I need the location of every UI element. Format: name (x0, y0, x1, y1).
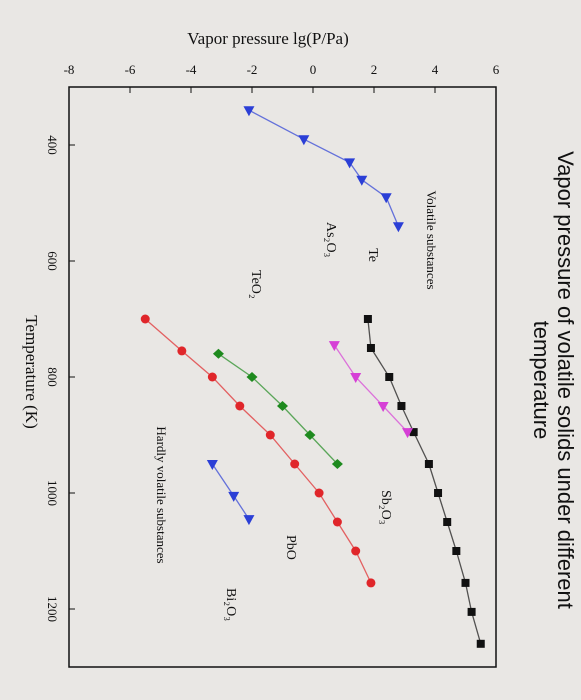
marker (177, 346, 187, 356)
y-tick-label: -2 (247, 62, 258, 77)
marker (235, 401, 245, 411)
marker (212, 348, 224, 359)
marker (332, 517, 342, 527)
marker (243, 515, 255, 526)
marker (467, 607, 476, 616)
x-tick-label: 1200 (45, 596, 60, 622)
marker (140, 314, 150, 324)
marker (424, 460, 433, 468)
series-label: PbO (283, 535, 298, 560)
y-axis-label: Vapor pressure lg(P/Pa) (187, 29, 348, 48)
marker (366, 578, 376, 588)
marker (452, 547, 461, 555)
marker (434, 489, 443, 497)
marker (397, 402, 406, 410)
marker (344, 158, 356, 169)
series-label: TeO₂ (248, 270, 263, 299)
y-tick-label: -6 (125, 62, 136, 77)
marker (363, 315, 372, 323)
series-label: Bi₂O₃ (223, 588, 238, 621)
marker (351, 546, 361, 556)
marker (304, 430, 316, 440)
marker (350, 373, 362, 383)
marker (461, 578, 470, 587)
marker (265, 430, 275, 440)
x-axis-label: Temperature (K) (22, 315, 41, 429)
marker (380, 193, 392, 204)
marker (356, 175, 368, 186)
series-line (248, 109, 399, 227)
marker (402, 428, 414, 439)
x-tick-label: 1000 (45, 480, 60, 506)
annotation: Volatile substances (424, 190, 439, 289)
marker (366, 344, 375, 352)
marker (314, 488, 324, 498)
series-line (218, 353, 338, 465)
series-label: Te (365, 248, 380, 262)
y-tick-label: 6 (493, 62, 500, 77)
x-tick-label: 400 (45, 135, 60, 155)
series-line (333, 344, 409, 433)
x-tick-label: 600 (45, 251, 60, 271)
marker (476, 639, 485, 648)
annotation: Hardly volatile substances (154, 426, 169, 563)
marker (290, 459, 300, 469)
series-label: As₂O₃ (323, 222, 338, 258)
marker (228, 491, 240, 502)
x-tick-label: 800 (45, 367, 60, 387)
marker (443, 518, 452, 526)
series-line (144, 318, 372, 584)
marker (385, 373, 394, 381)
marker (207, 372, 217, 382)
series-label: Sb₂O₃ (378, 490, 393, 525)
marker (277, 401, 288, 411)
marker (328, 341, 340, 352)
marker (246, 372, 258, 382)
marker (298, 135, 310, 146)
y-tick-label: 4 (432, 62, 439, 77)
y-tick-label: -8 (64, 62, 75, 77)
y-tick-label: 0 (310, 62, 317, 77)
y-tick-label: 2 (371, 62, 378, 77)
marker (206, 460, 218, 470)
plot-frame (68, 86, 497, 668)
marker (377, 402, 389, 412)
marker (392, 222, 404, 233)
marker (243, 106, 255, 117)
series-line (367, 318, 482, 644)
series-line (211, 463, 250, 520)
marker (331, 459, 343, 469)
y-tick-label: -4 (186, 62, 197, 77)
